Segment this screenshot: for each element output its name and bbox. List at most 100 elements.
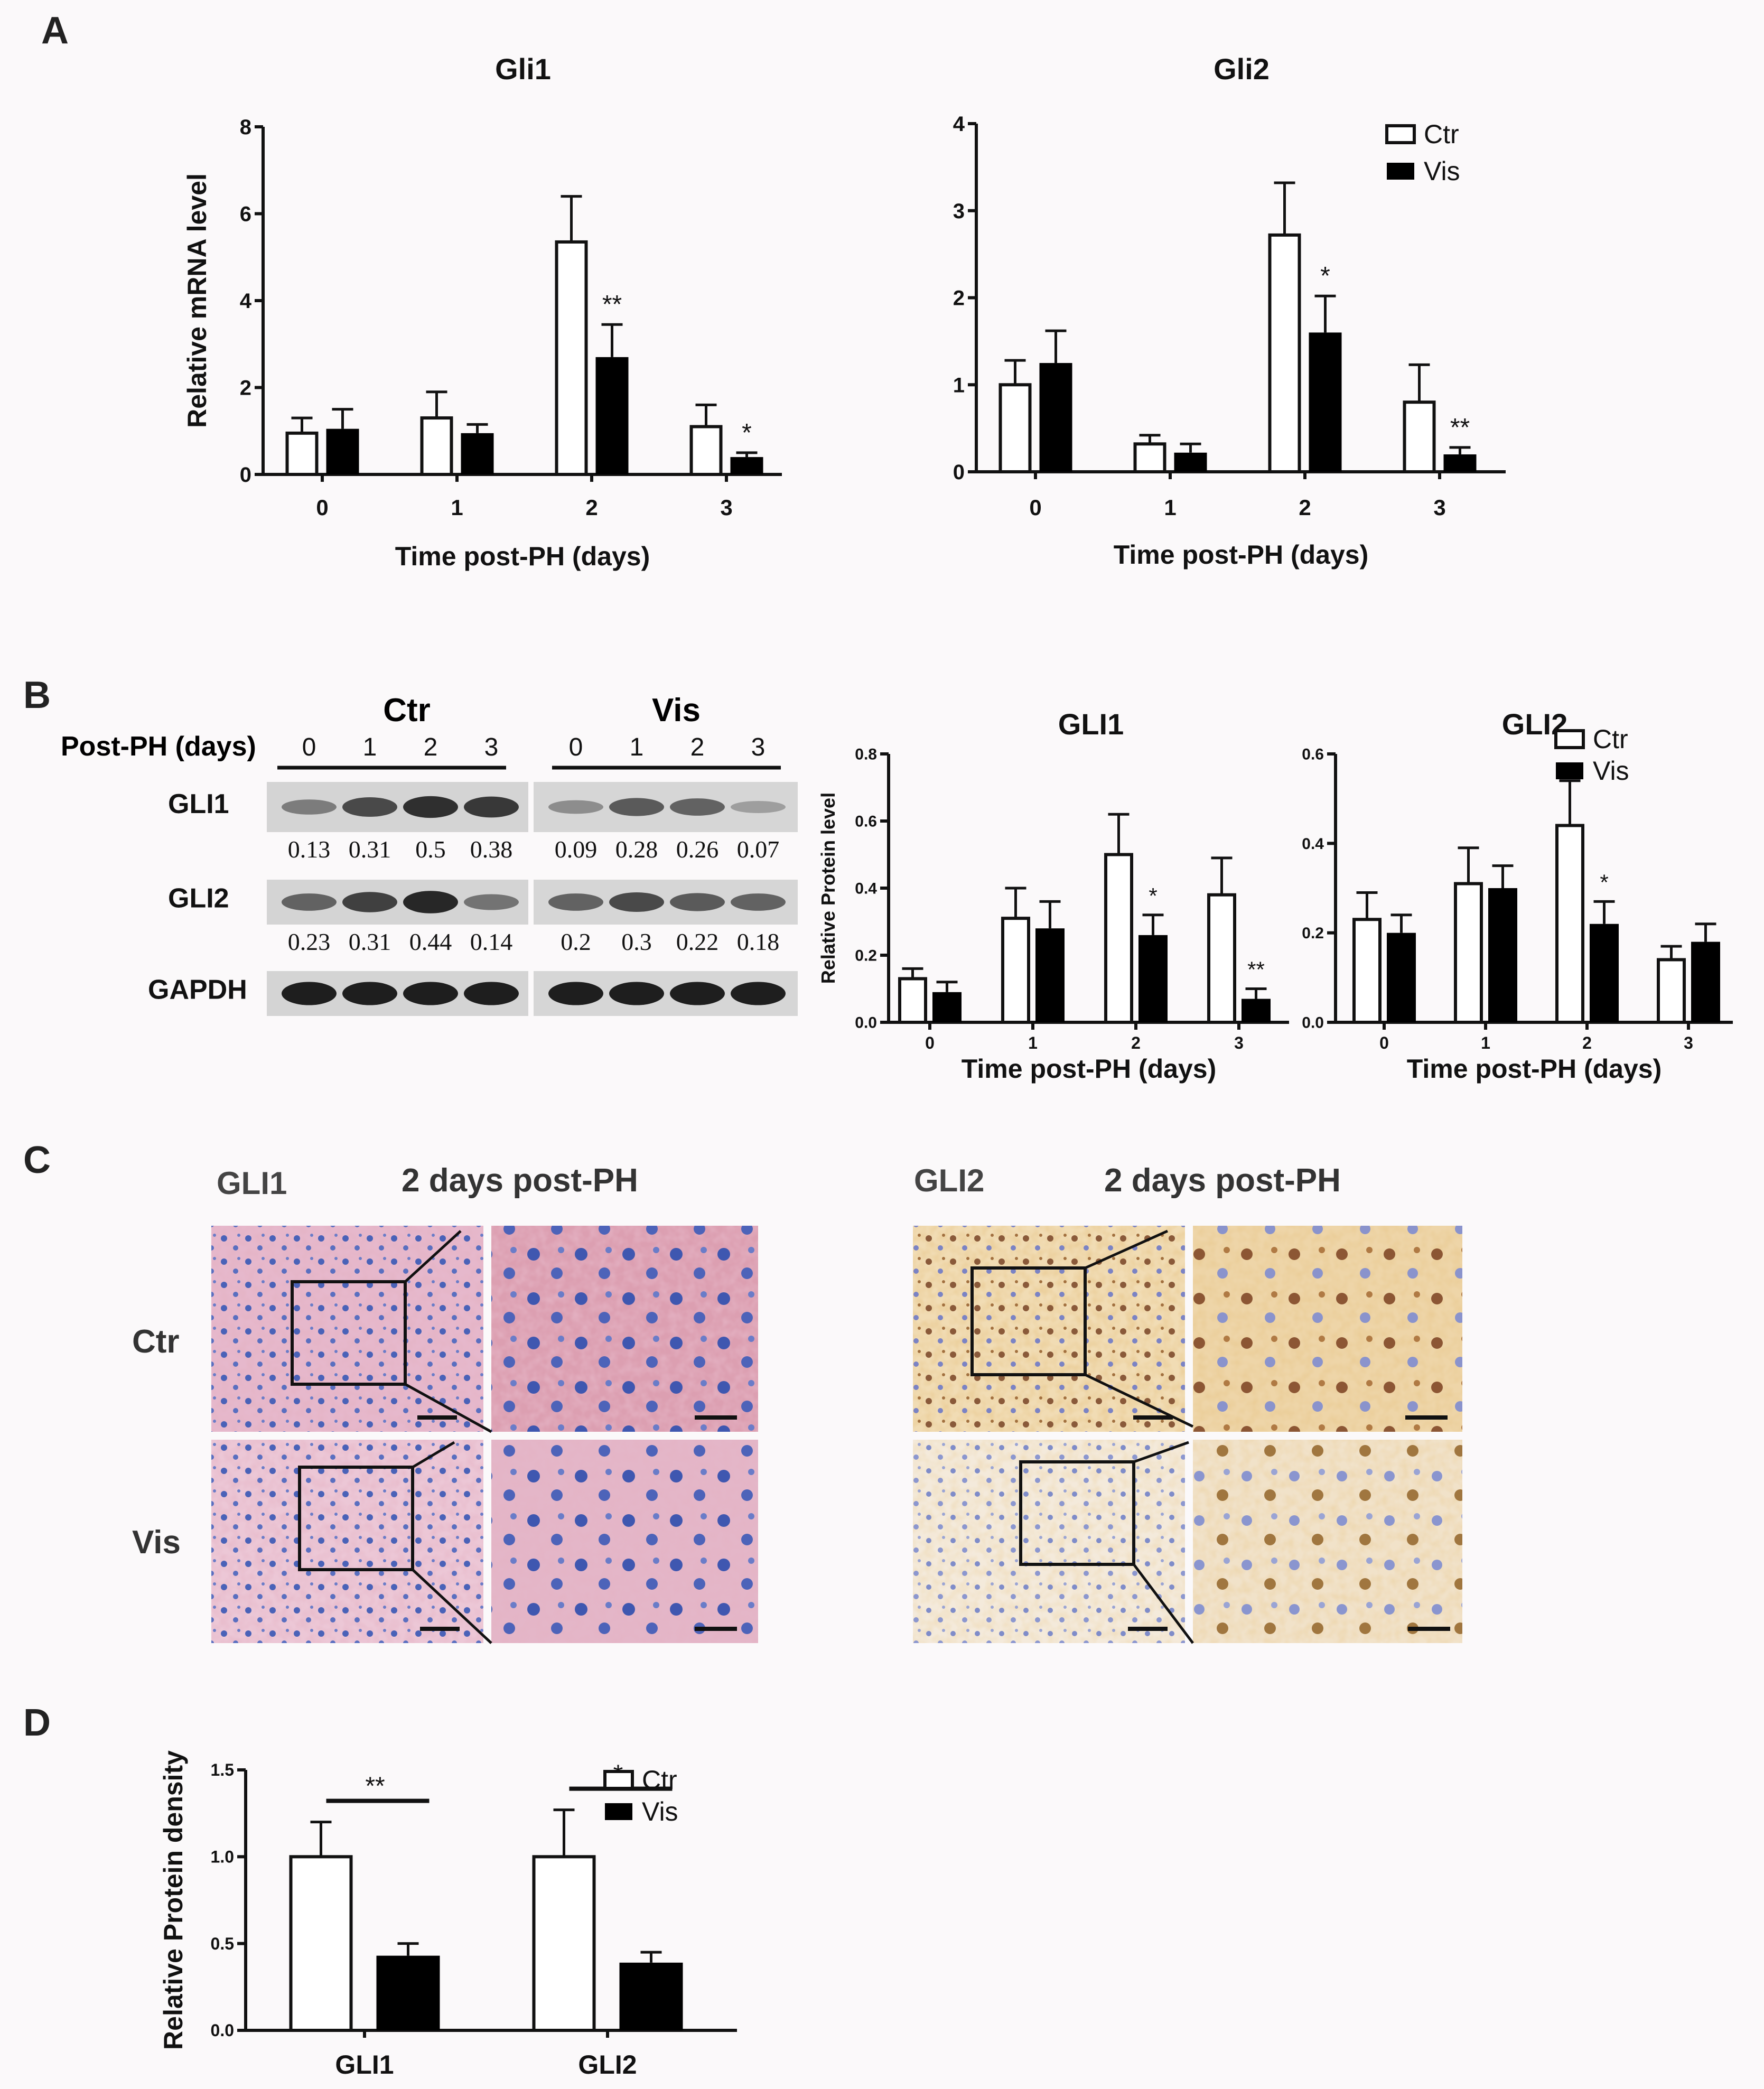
significance-label: * bbox=[1149, 883, 1157, 908]
blot-band bbox=[342, 797, 397, 817]
bar-vis bbox=[1309, 332, 1342, 472]
bar-vis bbox=[619, 1962, 683, 2030]
blot-band bbox=[342, 892, 397, 912]
blot-lane-label: 3 bbox=[484, 733, 499, 761]
y-tick-label: 1 bbox=[953, 374, 965, 397]
x-tick-label: GLI2 bbox=[578, 2050, 637, 2079]
blot-row-label: GLI1 bbox=[168, 789, 229, 819]
blot-band bbox=[403, 796, 458, 818]
y-tick-label: 0.8 bbox=[855, 746, 877, 763]
significance-label: * bbox=[742, 419, 752, 447]
legend-label: Vis bbox=[1593, 756, 1629, 786]
y-tick-label: 0.2 bbox=[855, 947, 877, 965]
blot-band bbox=[548, 982, 603, 1005]
bar-ctr bbox=[285, 431, 319, 476]
legend-label: Ctr bbox=[1593, 724, 1628, 754]
x-tick-label: 1 bbox=[451, 495, 463, 520]
blot-band bbox=[464, 982, 519, 1005]
y-axis-label: Relative mRNA level bbox=[182, 173, 212, 428]
bar-ctr bbox=[289, 1855, 353, 2032]
chart-title: GLI1 bbox=[1058, 707, 1124, 741]
blot-quant-value: 0.3 bbox=[621, 928, 652, 955]
x-tick-label: 0 bbox=[1029, 495, 1041, 520]
y-tick-label: 2 bbox=[240, 377, 251, 400]
bar-ctr bbox=[1555, 824, 1584, 1024]
bar-vis bbox=[1174, 452, 1207, 472]
x-axis-label: Time post-PH (days) bbox=[1407, 1054, 1662, 1084]
bar-ctr bbox=[1403, 400, 1436, 474]
blot-lane-label: 0 bbox=[569, 733, 583, 761]
blot-lane-label: 1 bbox=[363, 733, 377, 761]
blot-quant-value: 0.28 bbox=[615, 836, 658, 863]
y-tick-label: 0.2 bbox=[1302, 925, 1324, 942]
bar-vis bbox=[1443, 454, 1477, 472]
legend-swatch-ctr bbox=[1554, 729, 1585, 749]
bar-vis bbox=[730, 457, 763, 474]
y-axis-label: Relative Protein level bbox=[817, 792, 839, 984]
y-tick-label: 3 bbox=[953, 200, 965, 223]
bar-vis bbox=[326, 428, 359, 474]
panel-letter-d: D bbox=[23, 1702, 51, 1744]
significance-label: ** bbox=[602, 291, 622, 319]
legend-swatch-vis bbox=[605, 1803, 632, 1820]
blot-band bbox=[731, 893, 786, 911]
bar-ctr bbox=[998, 383, 1032, 473]
blot-quant-value: 0.23 bbox=[288, 928, 331, 955]
legend-swatch-ctr bbox=[603, 1770, 634, 1790]
panel-letter-b: B bbox=[23, 674, 51, 716]
bar-vis bbox=[1035, 928, 1065, 1022]
zoom-connector bbox=[1084, 1229, 1169, 1270]
x-tick-label: 0 bbox=[1379, 1033, 1389, 1052]
blot-lane-label: 2 bbox=[424, 733, 438, 761]
blot-quant-value: 0.31 bbox=[349, 928, 391, 955]
bar-vis bbox=[1488, 888, 1517, 1022]
bar-vis bbox=[461, 433, 494, 474]
zoom-connector bbox=[412, 1569, 492, 1644]
chart-title: Gli2 bbox=[1214, 52, 1270, 86]
x-tick-label: 2 bbox=[1299, 495, 1311, 520]
blot-quant-value: 0.5 bbox=[415, 836, 446, 863]
blot-band bbox=[403, 891, 458, 913]
blot-band bbox=[282, 799, 337, 815]
blot-quant-value: 0.31 bbox=[349, 836, 391, 863]
significance-label: ** bbox=[1247, 957, 1265, 982]
blot-lane-label: 2 bbox=[690, 733, 705, 761]
ihc-gli1-title: 2 days post-PH bbox=[402, 1162, 638, 1199]
y-tick-label: 0.0 bbox=[211, 2021, 234, 2040]
x-axis-label: Time post-PH (days) bbox=[395, 542, 650, 571]
y-tick-label: 0.4 bbox=[1302, 835, 1324, 853]
x-axis-label: Time post-PH (days) bbox=[962, 1054, 1217, 1084]
bar-ctr bbox=[420, 416, 453, 477]
legend-swatch-vis bbox=[1387, 163, 1414, 180]
bar-ctr bbox=[1657, 958, 1686, 1024]
zoom-connector bbox=[1133, 1441, 1189, 1463]
bar-ctr bbox=[1352, 918, 1382, 1024]
bar-vis bbox=[1242, 999, 1271, 1022]
bar-vis bbox=[1387, 932, 1416, 1022]
significance-label: ** bbox=[1450, 414, 1470, 442]
blot-lane-label: 3 bbox=[751, 733, 766, 761]
blot-quant-value: 0.13 bbox=[288, 836, 331, 863]
y-tick-label: 1.0 bbox=[211, 1848, 234, 1867]
blot-quant-value: 0.38 bbox=[470, 836, 513, 863]
x-tick-label: 2 bbox=[585, 495, 598, 520]
blot-lane-labels: 0 1 2 3 0 1 2 3 bbox=[302, 733, 766, 761]
ihc-gli1-ctr-overview bbox=[211, 1226, 483, 1432]
bar-vis bbox=[932, 992, 962, 1022]
y-tick-label: 8 bbox=[240, 116, 251, 139]
x-tick-label: 1 bbox=[1164, 495, 1176, 520]
legend-swatch-vis bbox=[1556, 762, 1583, 779]
x-tick-label: 1 bbox=[1481, 1033, 1490, 1052]
blot-quant-value: 0.26 bbox=[676, 836, 719, 863]
panel-letter-c: C bbox=[23, 1139, 51, 1181]
bar-ctr bbox=[1268, 233, 1301, 473]
blot-quant-value: 0.14 bbox=[470, 928, 513, 955]
ihc-gli1-vis-overview bbox=[211, 1440, 483, 1643]
blot-band bbox=[731, 982, 786, 1005]
blot-band bbox=[464, 796, 519, 818]
zoom-connector bbox=[404, 1230, 462, 1283]
bar-vis bbox=[595, 357, 629, 474]
